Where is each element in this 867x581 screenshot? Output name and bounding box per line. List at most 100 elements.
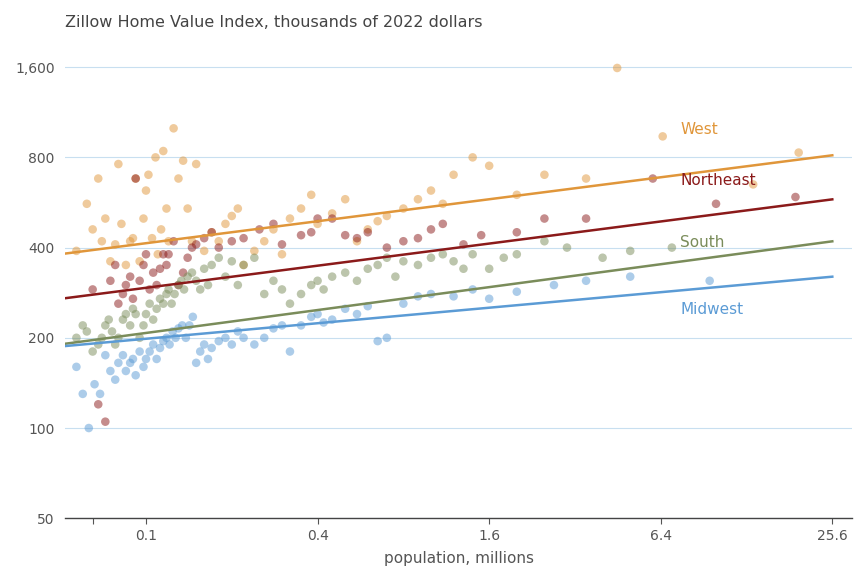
- Point: [371, 336, 385, 346]
- Point: [283, 299, 297, 309]
- Point: [147, 340, 160, 349]
- Point: [126, 234, 140, 243]
- Point: [133, 257, 147, 266]
- Point: [225, 236, 238, 246]
- Point: [257, 289, 271, 299]
- Point: [139, 310, 153, 319]
- Point: [119, 281, 133, 290]
- Point: [623, 272, 637, 281]
- Point: [108, 260, 122, 270]
- X-axis label: population, millions: population, millions: [383, 551, 533, 566]
- Point: [123, 236, 137, 246]
- Point: [112, 299, 126, 309]
- Point: [101, 315, 115, 324]
- Point: [123, 358, 137, 368]
- Point: [266, 225, 280, 234]
- Point: [225, 340, 238, 349]
- Point: [197, 340, 211, 349]
- Point: [180, 253, 194, 263]
- Point: [560, 243, 574, 252]
- Text: Midwest: Midwest: [681, 302, 744, 317]
- Point: [136, 362, 150, 371]
- Point: [225, 211, 238, 221]
- Point: [156, 250, 170, 259]
- Point: [91, 340, 105, 349]
- Point: [436, 199, 450, 209]
- Point: [466, 285, 479, 294]
- Point: [108, 340, 122, 349]
- Point: [350, 310, 364, 319]
- Point: [205, 228, 218, 237]
- Point: [80, 199, 94, 209]
- Point: [396, 299, 410, 309]
- Point: [371, 260, 385, 270]
- Point: [136, 260, 150, 270]
- Point: [161, 236, 175, 246]
- Point: [112, 358, 126, 368]
- Point: [136, 214, 150, 223]
- Point: [424, 253, 438, 263]
- Point: [361, 302, 375, 311]
- Point: [482, 161, 496, 170]
- Point: [103, 257, 117, 266]
- Point: [189, 240, 203, 249]
- Point: [338, 195, 352, 204]
- Point: [156, 299, 170, 309]
- Point: [325, 209, 339, 218]
- Text: Zillow Home Value Index, thousands of 2022 dollars: Zillow Home Value Index, thousands of 20…: [65, 15, 483, 30]
- Point: [247, 246, 261, 256]
- Point: [746, 180, 760, 189]
- Point: [153, 294, 167, 303]
- Point: [510, 250, 524, 259]
- Point: [176, 268, 190, 277]
- Point: [119, 260, 133, 270]
- Point: [128, 174, 142, 183]
- Point: [177, 285, 191, 294]
- Point: [247, 253, 261, 263]
- Point: [154, 225, 168, 234]
- Point: [447, 257, 460, 266]
- Point: [424, 289, 438, 299]
- Point: [482, 264, 496, 274]
- Point: [150, 354, 164, 364]
- Point: [371, 217, 385, 226]
- Point: [436, 250, 450, 259]
- Point: [275, 240, 289, 249]
- Point: [218, 272, 232, 281]
- Point: [98, 417, 112, 426]
- Point: [380, 333, 394, 342]
- Point: [396, 257, 410, 266]
- Point: [205, 260, 218, 270]
- Point: [139, 354, 153, 364]
- Point: [316, 285, 330, 294]
- Point: [205, 343, 218, 353]
- Point: [175, 321, 189, 330]
- Point: [283, 214, 297, 223]
- Point: [133, 333, 147, 342]
- Point: [75, 389, 89, 399]
- Point: [193, 285, 207, 294]
- Point: [218, 219, 232, 228]
- Point: [792, 148, 805, 157]
- Point: [237, 333, 251, 342]
- Point: [108, 240, 122, 249]
- Point: [119, 367, 133, 376]
- Point: [86, 225, 100, 234]
- Point: [98, 321, 112, 330]
- Point: [310, 310, 324, 319]
- Point: [143, 299, 157, 309]
- Point: [185, 268, 199, 277]
- Point: [457, 264, 471, 274]
- Point: [69, 246, 83, 256]
- Point: [189, 159, 203, 168]
- Point: [186, 312, 199, 321]
- Point: [257, 236, 271, 246]
- Point: [247, 340, 261, 349]
- Point: [538, 236, 551, 246]
- Point: [156, 146, 170, 156]
- Point: [197, 246, 211, 256]
- Point: [579, 214, 593, 223]
- Text: South: South: [681, 235, 725, 250]
- Point: [185, 236, 199, 246]
- Point: [103, 367, 117, 376]
